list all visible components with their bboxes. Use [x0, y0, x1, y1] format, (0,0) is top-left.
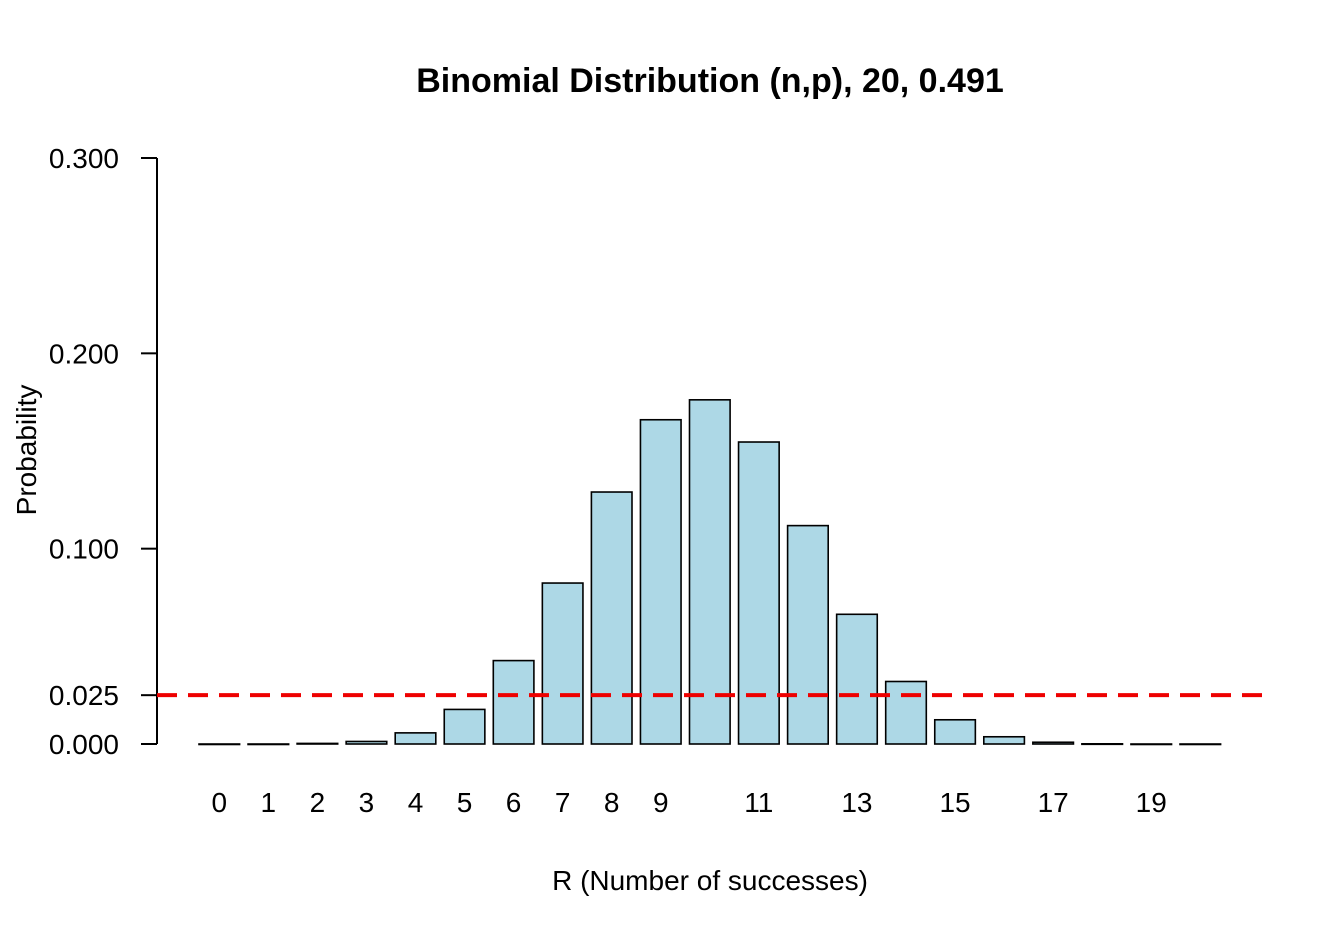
x-tick-label: 7	[555, 787, 571, 818]
bar-4	[394, 732, 437, 745]
bar-18	[1081, 743, 1124, 746]
x-tick-label: 17	[1038, 787, 1069, 818]
x-tick-label: 0	[212, 787, 228, 818]
bar-15	[933, 718, 977, 745]
x-axis-label: R (Number of successes)	[552, 865, 868, 896]
bar-1	[247, 743, 290, 746]
bar-10	[688, 399, 731, 745]
bar-0	[198, 743, 241, 746]
bar-20	[1179, 743, 1222, 746]
bar-8	[590, 491, 633, 745]
x-tick-label: 9	[653, 787, 669, 818]
bar-14	[884, 680, 928, 745]
x-tick-label: 4	[408, 787, 424, 818]
bar-2	[296, 742, 339, 745]
bar-5	[443, 708, 486, 745]
bar-3	[345, 740, 388, 745]
x-tick-label: 8	[604, 787, 620, 818]
bar-12	[786, 524, 829, 745]
x-tick-label: 13	[841, 787, 872, 818]
x-tick-label: 19	[1136, 787, 1167, 818]
x-tick-label: 1	[261, 787, 277, 818]
y-tick-label: 0.000	[49, 729, 119, 760]
y-tick-label: 0.300	[49, 143, 119, 174]
bar-6	[492, 659, 535, 745]
bar-17	[1032, 741, 1075, 745]
bars	[198, 399, 1222, 746]
bar-7	[541, 582, 584, 745]
x-tick-label: 5	[457, 787, 473, 818]
x-tick-labels: 0 1 2 3 4 5 6 7 8 9 11 13 15 17 19	[212, 787, 1167, 818]
y-axis-label: Probability	[11, 385, 42, 516]
bar-16	[982, 735, 1026, 745]
y-tick-label: 0.200	[49, 338, 119, 369]
y-tick-label: 0.025	[49, 680, 119, 711]
x-tick-label: 3	[359, 787, 375, 818]
x-tick-label: 15	[939, 787, 970, 818]
y-tick-label: 0.100	[49, 534, 119, 565]
x-tick-label: 6	[506, 787, 522, 818]
bar-19	[1130, 743, 1173, 746]
chart-title: Binomial Distribution (n,p), 20, 0.491	[416, 62, 1004, 100]
bar-9	[639, 418, 682, 745]
y-axis: 0.000 0.025 0.100 0.200 0.300	[49, 143, 158, 760]
bar-11	[737, 441, 780, 745]
x-tick-label: 2	[310, 787, 326, 818]
bar-13	[835, 613, 879, 745]
x-tick-label: 11	[744, 787, 773, 818]
